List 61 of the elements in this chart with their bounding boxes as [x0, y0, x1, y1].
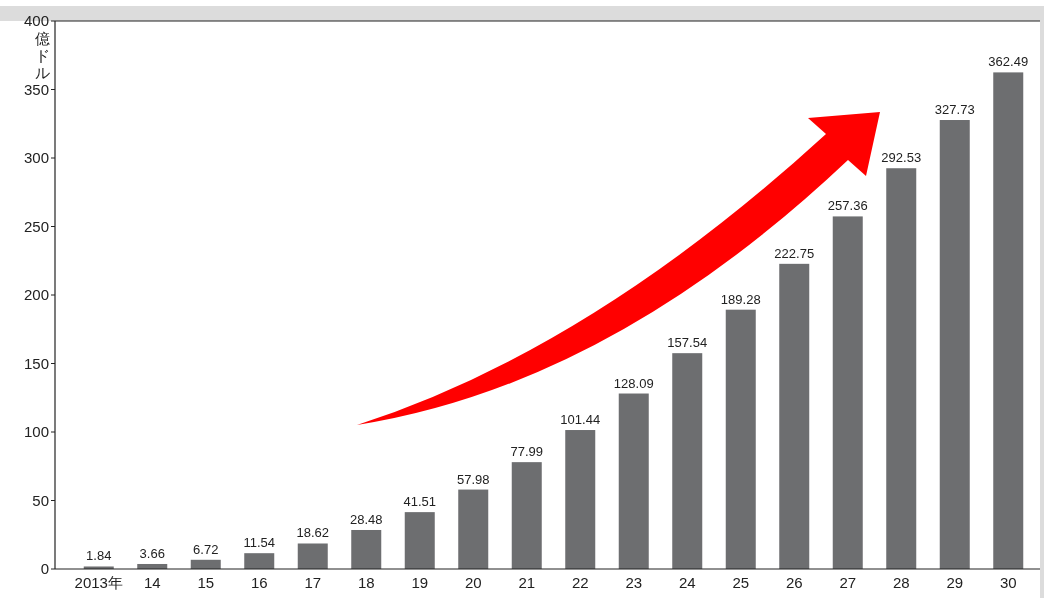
x-tick-label: 17 [304, 574, 322, 591]
ylabel: 億ドル [34, 30, 50, 81]
data-label: 327.73 [934, 102, 975, 118]
x-tick-label: 19 [411, 574, 429, 591]
bar [832, 216, 863, 569]
x-tick-label: 14 [143, 574, 161, 591]
x-tick-label: 30 [999, 574, 1017, 591]
data-label: 28.48 [349, 511, 383, 527]
bar [404, 512, 435, 569]
bar [618, 393, 649, 569]
bar [779, 263, 810, 569]
bar [458, 489, 489, 569]
y-tick-label: 150 [23, 354, 49, 372]
bar [244, 553, 275, 569]
x-tick-label: 29 [946, 574, 964, 591]
x-tick-label: 21 [518, 574, 536, 591]
y-tick-label: 100 [23, 423, 49, 440]
data-label: 18.62 [296, 525, 330, 541]
data-label: 189.28 [720, 291, 761, 307]
bar [672, 353, 703, 569]
data-label: 101.44 [560, 412, 601, 428]
x-tick-label: 20 [464, 574, 482, 591]
y-tick-label: 300 [23, 149, 49, 166]
data-label: 1.84 [86, 548, 112, 564]
x-tick-label: 18 [357, 574, 375, 591]
x-tick-label: 28 [892, 574, 910, 591]
x-tick-label: 27 [839, 574, 857, 591]
data-label: 257.36 [827, 198, 868, 214]
data-label: 11.54 [243, 535, 276, 551]
bar [939, 120, 970, 569]
data-label: 41.51 [403, 494, 437, 510]
y-tick-label: 400 [23, 12, 49, 29]
bar [511, 462, 542, 569]
data-label: 57.98 [456, 471, 490, 487]
bar [297, 543, 328, 569]
x-tick-label: 26 [785, 574, 803, 591]
x-tick-label: 15 [197, 574, 215, 591]
x-tick-label: 24 [678, 574, 696, 591]
x-tick-label: 2013年 [74, 574, 123, 591]
data-label: 3.66 [139, 545, 165, 561]
data-label: 362.49 [988, 54, 1029, 70]
data-label: 222.75 [774, 245, 815, 261]
data-label: 157.54 [667, 335, 708, 351]
x-tick-label: 25 [732, 574, 750, 591]
y-tick-label: 50 [32, 491, 49, 509]
data-label: 77.99 [510, 444, 544, 460]
y-tick-label: 200 [23, 286, 49, 303]
x-tick-label: 23 [625, 574, 643, 591]
bar [565, 430, 596, 569]
y-tick-label: 0 [40, 560, 49, 577]
data-label: 292.53 [881, 150, 922, 166]
bar [993, 72, 1024, 569]
bar [351, 529, 382, 569]
bar [886, 168, 917, 569]
x-tick-label: 16 [250, 574, 268, 591]
data-label: 128.09 [613, 375, 654, 391]
y-tick-label: 350 [23, 80, 49, 98]
data-label: 6.72 [193, 541, 219, 557]
x-tick-label: 22 [571, 574, 589, 591]
bar [725, 309, 756, 569]
y-tick-label: 250 [23, 217, 49, 235]
